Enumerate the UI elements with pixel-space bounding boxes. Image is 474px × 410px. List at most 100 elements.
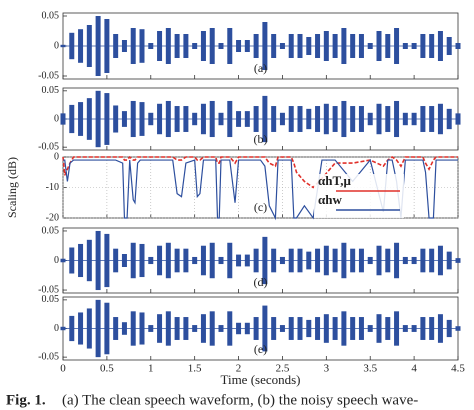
panel-label: (b) — [254, 132, 268, 146]
waveform-envelope — [192, 256, 198, 265]
waveform-envelope — [411, 112, 417, 126]
waveform-envelope — [121, 322, 127, 335]
waveform-envelope — [323, 314, 329, 343]
waveform-envelope — [385, 34, 391, 58]
waveform-envelope — [332, 248, 338, 273]
waveform-envelope — [236, 40, 242, 52]
waveform-envelope — [139, 243, 145, 278]
series-line — [63, 158, 458, 221]
waveform-envelope — [367, 112, 373, 126]
waveform-envelope — [455, 43, 461, 49]
waveform-envelope — [394, 28, 400, 64]
waveform-envelope — [218, 325, 224, 332]
waveform-envelope — [183, 317, 189, 340]
waveform-envelope — [323, 31, 329, 61]
waveform-envelope — [306, 251, 312, 270]
waveform-envelope — [297, 248, 303, 273]
waveform-envelope — [297, 317, 303, 340]
panel-label: (d) — [254, 275, 268, 289]
waveform-envelope — [262, 22, 268, 70]
waveform-envelope — [385, 317, 391, 340]
waveform-envelope — [288, 106, 294, 132]
y-tick-label: -20 — [46, 212, 59, 223]
waveform-envelope — [306, 319, 312, 338]
waveform-envelope — [297, 34, 303, 58]
x-tick-label: 2 — [236, 363, 242, 375]
y-axis-label: Scaling (dB) — [5, 157, 19, 218]
waveform-envelope — [341, 311, 347, 346]
waveform-envelope — [209, 311, 215, 346]
y-tick-label: -10 — [46, 182, 59, 193]
waveform-envelope — [402, 256, 408, 265]
waveform-envelope — [148, 325, 154, 332]
waveform-envelope — [262, 236, 268, 285]
waveform-envelope — [78, 102, 84, 136]
waveform-envelope — [288, 34, 294, 58]
waveform-envelope — [174, 106, 180, 132]
waveform-envelope — [78, 29, 84, 63]
waveform-envelope — [209, 28, 215, 64]
waveform-envelope — [157, 31, 163, 61]
waveform-envelope — [78, 243, 84, 278]
waveform-envelope — [446, 37, 452, 55]
waveform-envelope — [227, 28, 233, 64]
waveform-envelope — [200, 314, 206, 343]
waveform-envelope — [420, 317, 426, 340]
waveform-envelope — [323, 103, 329, 135]
waveform-envelope — [113, 105, 119, 133]
waveform-envelope — [288, 317, 294, 340]
waveform-envelope — [200, 31, 206, 61]
waveform-envelope — [60, 113, 66, 125]
waveform-envelope — [130, 28, 136, 64]
waveform-envelope — [358, 34, 364, 58]
waveform-envelope — [332, 317, 338, 340]
waveform-envelope — [429, 317, 435, 340]
waveform-envelope — [183, 106, 189, 132]
waveform-envelope — [157, 314, 163, 343]
waveform-envelope — [121, 40, 127, 52]
waveform-envelope — [411, 256, 417, 265]
waveform-envelope — [165, 311, 171, 346]
waveform-envelope — [86, 239, 92, 282]
y-tick-label: -0.05 — [38, 351, 59, 362]
waveform-envelope — [148, 43, 154, 49]
panel-label: (a) — [254, 61, 267, 75]
waveform-envelope — [139, 312, 145, 345]
waveform-envelope — [157, 103, 163, 135]
waveform-envelope — [192, 325, 198, 332]
waveform-envelope — [262, 305, 268, 352]
waveform-envelope — [165, 242, 171, 279]
waveform-envelope — [367, 43, 373, 49]
waveform-envelope — [279, 112, 285, 126]
waveform-envelope — [95, 299, 101, 358]
waveform-envelope — [455, 326, 461, 331]
waveform-envelope — [420, 248, 426, 273]
panel-label: (c) — [254, 200, 267, 214]
waveform-envelope — [95, 230, 101, 291]
x-tick-label: 1 — [148, 363, 154, 375]
waveform-envelope — [341, 242, 347, 279]
waveform-envelope — [315, 248, 321, 273]
waveform-envelope — [236, 322, 242, 335]
x-tick-label: 4.5 — [451, 363, 465, 375]
waveform-envelope — [367, 325, 373, 332]
waveform-envelope — [437, 103, 443, 135]
waveform-envelope — [446, 251, 452, 270]
waveform-envelope — [341, 28, 347, 64]
waveform-envelope — [376, 245, 382, 276]
waveform-envelope — [86, 98, 92, 140]
waveform-envelope — [411, 43, 417, 49]
waveform-envelope — [95, 16, 101, 76]
waveform-envelope — [297, 106, 303, 132]
waveform-envelope — [376, 103, 382, 135]
waveform-envelope — [394, 311, 400, 346]
waveform-envelope — [95, 90, 101, 148]
y-tick-label: 0 — [54, 323, 59, 334]
waveform-envelope — [227, 100, 233, 138]
waveform-envelope — [271, 106, 277, 132]
waveform-envelope — [332, 34, 338, 58]
waveform-envelope — [113, 317, 119, 340]
waveform-envelope — [437, 314, 443, 343]
waveform-envelope — [78, 312, 84, 345]
